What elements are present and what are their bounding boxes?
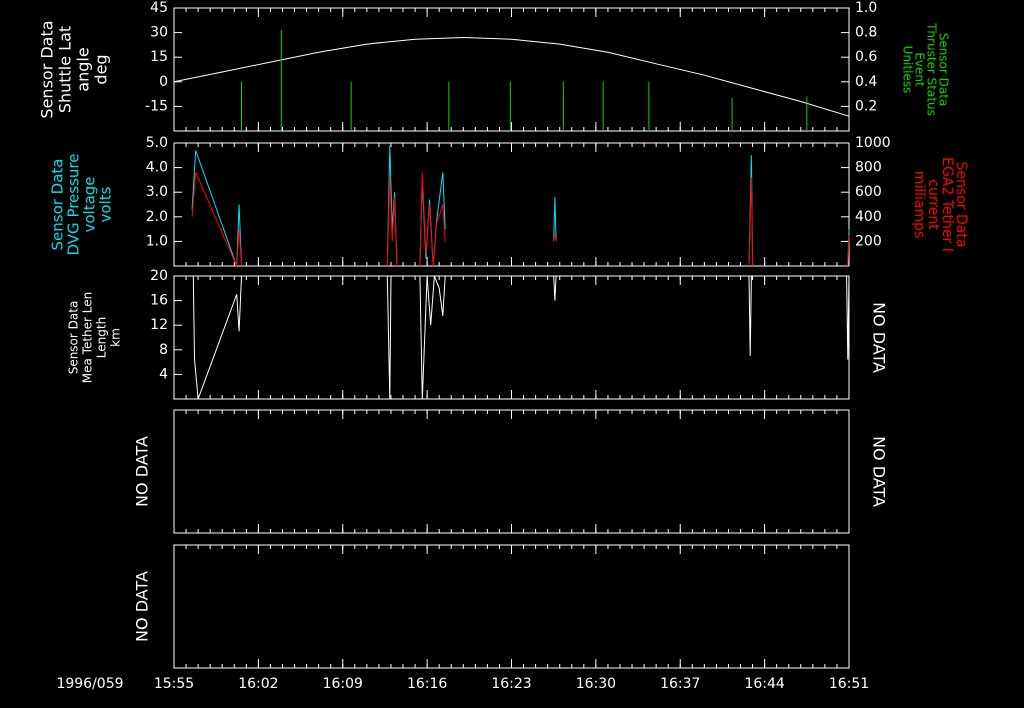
x-tick-label: 16:44 [744,676,784,692]
y2-tick-label: 600 [855,184,882,200]
y-tick-label: 4.0 [146,160,168,176]
y-tick-label: 16 [150,293,168,309]
y-tick-label: 0 [159,74,168,90]
data-line [192,275,850,400]
data-line [173,36,850,117]
y-label-line: Sensor Data [38,20,57,118]
y-label-line: DVG Pressure [65,154,83,256]
y-tick-label: 45 [150,0,168,16]
y-label-line: Shuttle Lat [56,26,75,113]
x-tick-label: 16:02 [238,676,278,692]
y2-label-line: Sensor Data [937,33,951,107]
x-tick-label: 16:51 [829,676,869,692]
panel-frame [173,142,850,267]
y-label: Sensor Data Shuttle Lat angle deg [38,20,111,118]
y2-tick-label: 0.4 [855,74,877,90]
panel-frame [173,7,850,132]
y2-label-line: Event [913,52,927,87]
y-tick-label: 5.0 [146,135,168,151]
panel-frame [173,275,850,400]
y2-tick-label: 1.0 [855,0,877,16]
y-label-line: Sensor Data [67,301,81,375]
panel-frame [173,544,850,669]
y-label-line: deg [92,54,111,84]
panel-frame [173,409,850,534]
y-label-line: voltage [81,176,99,232]
y2-tick-label: 1000 [855,135,891,151]
y2-tick-label: 800 [855,160,882,176]
date-label: 1996/059 [56,676,123,692]
no-data-label: NO DATA [133,436,152,507]
x-tick-label: 16:16 [407,676,447,692]
y2-label-line: EGA2 Tether I [939,157,955,252]
y2-tick-label: 0.8 [855,25,877,41]
y2-label-line: Thruster Status [925,22,939,116]
y-tick-label: 12 [150,317,168,333]
y2-tick-label: 400 [855,209,882,225]
y-label-line: angle [74,47,93,91]
x-tick-label: 16:37 [660,676,700,692]
x-tick-label: 16:23 [491,676,531,692]
no-data-label: NO DATA [870,302,889,373]
x-tick-label: 16:30 [576,676,616,692]
y2-label-line: current [925,179,941,230]
y-tick-label: 2.0 [146,209,168,225]
no-data-label: NO DATA [133,571,152,642]
y-label-line: Mea Tether Len [81,292,95,383]
y-tick-label: 15 [150,49,168,65]
y-tick-label: -15 [145,98,168,114]
y-label: Sensor Data Mea Tether Len Length km [67,292,123,383]
y-tick-label: 30 [150,25,168,41]
x-tick-label: 15:55 [154,676,194,692]
y2-label-line: milliamps [911,171,927,239]
y-tick-label: 4 [159,366,168,382]
y-label-line: Length [95,317,109,358]
data-line [191,172,850,267]
y2-label-line: Sensor Data [953,162,969,248]
y-tick-label: 8 [159,342,168,358]
x-tick-label: 16:09 [323,676,363,692]
y-tick-label: 20 [150,268,168,284]
y-tick-label: 1.0 [146,233,168,249]
y2-label-line: Unitless [901,46,915,94]
y2-tick-label: 200 [855,233,882,249]
no-data-label: NO DATA [870,436,889,507]
y-label-line: Sensor Data [49,159,67,251]
y-label-line: volts [97,186,115,222]
y-tick-label: 3.0 [146,184,168,200]
y-label-line: km [109,328,123,347]
y2-tick-label: 0.2 [855,98,877,114]
y2-tick-label: 0.6 [855,49,877,65]
